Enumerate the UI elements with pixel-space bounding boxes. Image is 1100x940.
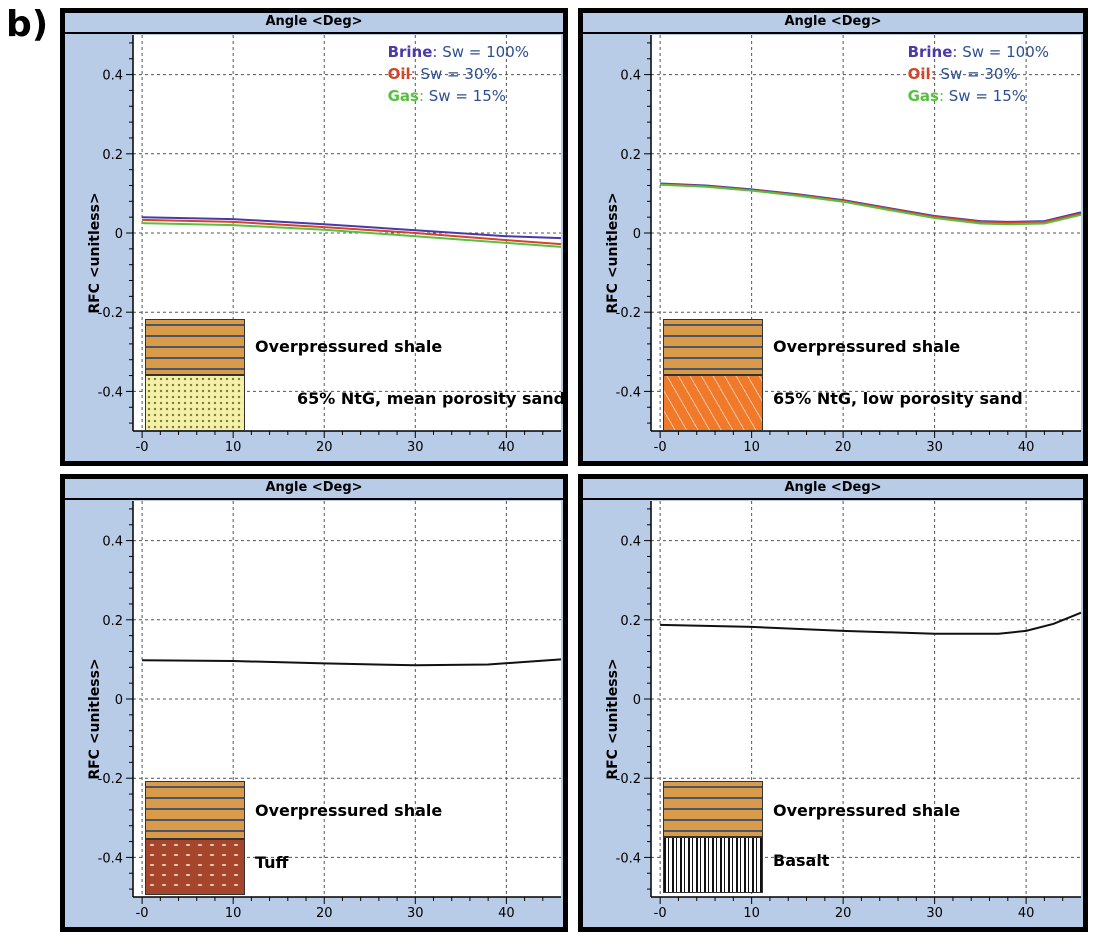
x-tick-label: 20 [316,440,333,455]
x-tick-label: -0 [136,906,149,921]
legend: Brine: Sw = 100% Oil: Sw = 30% Gas: Sw =… [388,41,529,107]
y-tick-label: 0.4 [102,535,123,550]
lithology-label-lower: Tuff [255,853,289,872]
x-tick-label: 10 [743,440,760,455]
y-tick-label: 0 [115,693,123,708]
y-tick-label: -0.2 [98,772,123,787]
y-tick-label: -0.2 [98,306,123,321]
legend-value: Sw = 15% [428,87,506,105]
legend-name: Brine [387,43,433,61]
chart-panel-1: Angle <Deg> RFC <unitless> -0 10 20 30 40 0.4… [60,8,568,466]
legend-entry-gas: Gas: Sw = 15% [907,87,1026,105]
x-tick-label: 40 [1018,440,1035,455]
legend-value: Sw = 30% [420,65,498,83]
series-line-brine [142,216,562,240]
y-tick-label: 0.4 [620,69,641,84]
legend-name: Oil [907,65,931,83]
shale-swatch [663,781,763,837]
chart-panel-4: Angle <Deg> RFC <unitless> -0 10 20 30 40 0.4… [578,474,1088,932]
x-tick-label: 30 [926,906,943,921]
lithology-label-upper: Overpressured shale [255,337,443,356]
legend-value: Sw = 100% [442,43,529,61]
x-tick-label: -0 [136,440,149,455]
legend-entry-brine: Brine: Sw = 100% [387,43,529,61]
x-tick-label: 30 [407,906,424,921]
lithology-label-lower: 65% NtG, mean porosity sand [297,389,566,408]
x-tick-label: 10 [225,440,242,455]
y-tick-label: 0.2 [102,614,123,629]
legend-name: Gas [907,87,939,105]
legend-name: Oil [387,65,411,83]
x-tick-label: 40 [1018,906,1035,921]
legend: Brine: Sw = 100% Oil: Sw = 30% Gas: Sw =… [908,41,1049,107]
y-tick-label: 0.2 [102,148,123,163]
x-tick-label: 10 [743,906,760,921]
x-tick-label: 20 [835,906,852,921]
chart-title: Angle <Deg> [65,480,563,500]
x-tick-label: 20 [835,440,852,455]
y-tick-label: 0 [633,693,641,708]
legend-value: Sw = 15% [948,87,1026,105]
figure-label: b) [6,4,49,45]
plot-area: -0 10 20 30 40 0.4 0.2 0 -0.2 -0.4 [98,35,562,455]
lithology-label-lower: 65% NtG, low porosity sand [773,389,1023,408]
chart-title: Angle <Deg> [65,14,563,34]
series-line-0 [660,611,1082,635]
legend-name: Brine [907,43,953,61]
y-tick-label: -0.4 [616,851,641,866]
y-tick-label: 0.4 [620,535,641,550]
x-tick-label: 20 [316,906,333,921]
legend-value: Sw = 100% [962,43,1049,61]
y-tick-label: -0.4 [98,851,123,866]
legend-name: Gas [387,87,419,105]
x-tick-label: 40 [498,440,515,455]
plot-area: -0 10 20 30 40 0.4 0.2 0 -0.2 -0.4 [98,501,562,921]
y-tick-label: 0.2 [620,148,641,163]
x-tick-label: 40 [498,906,515,921]
chart-panel-3: Angle <Deg> RFC <unitless> -0 10 20 30 40 0.4… [60,474,568,932]
legend-entry-gas: Gas: Sw = 15% [387,87,506,105]
x-tick-label: 30 [926,440,943,455]
y-tick-label: -0.2 [616,306,641,321]
sand-swatch [145,375,245,431]
chart-panel-2: Angle <Deg> RFC <unitless> -0 10 20 30 40 0.4… [578,8,1088,466]
x-tick-label: 30 [407,440,424,455]
basalt-swatch [663,837,763,893]
chart-title: Angle <Deg> [583,480,1083,500]
y-tick-label: 0 [633,227,641,242]
series-line-0 [142,658,562,667]
shale-swatch [663,319,763,375]
chart-title: Angle <Deg> [583,14,1083,34]
shale-swatch [145,319,245,375]
legend-value: Sw = 30% [940,65,1018,83]
legend-entry-oil: Oil: Sw = 30% [387,65,498,83]
plot-area: -0 10 20 30 40 0.4 0.2 0 -0.2 -0.4 [616,501,1082,921]
lithology-label-upper: Overpressured shale [773,337,961,356]
y-tick-label: -0.2 [616,772,641,787]
y-tick-label: 0 [115,227,123,242]
lithology-label-upper: Overpressured shale [255,801,443,820]
y-tick-label: -0.4 [98,385,123,400]
legend-entry-oil: Oil: Sw = 30% [907,65,1018,83]
x-tick-label: -0 [654,440,667,455]
y-tick-label: -0.4 [616,385,641,400]
lithology-label-lower: Basalt [773,851,830,870]
sand-swatch [663,375,763,431]
series-line-oil [142,218,562,246]
y-tick-label: 0.2 [620,614,641,629]
x-tick-label: 10 [225,906,242,921]
series-line-gas [660,183,1082,226]
x-tick-label: -0 [654,906,667,921]
series-line-gas [142,222,562,248]
y-tick-label: 0.4 [102,69,123,84]
legend-entry-brine: Brine: Sw = 100% [907,43,1049,61]
lithology-label-upper: Overpressured shale [773,801,961,820]
tuff-swatch [145,839,245,895]
shale-swatch [145,781,245,839]
